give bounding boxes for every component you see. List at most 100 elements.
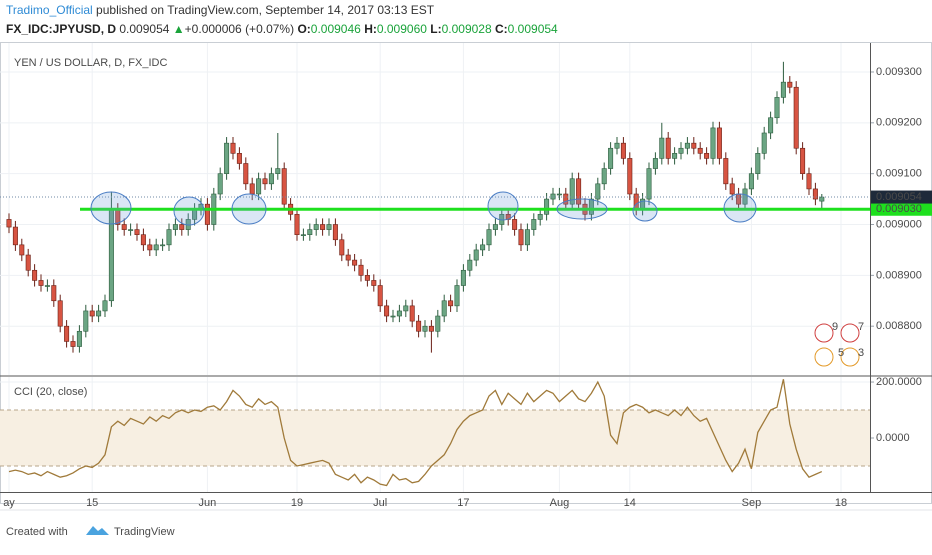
y-tick-label: 200.0000 bbox=[876, 376, 922, 388]
candle-body bbox=[256, 178, 262, 195]
highlight-ellipse bbox=[723, 193, 757, 223]
candle-body bbox=[179, 224, 185, 230]
highlight-ellipse bbox=[487, 191, 519, 221]
candle-body bbox=[12, 226, 18, 246]
h-value: 0.009060 bbox=[377, 22, 427, 36]
candle-body bbox=[480, 244, 486, 251]
arrow: ▲ bbox=[173, 22, 185, 36]
quote-line: FX_IDC:JPYUSD, D 0.009054 ▲+0.000006 (+0… bbox=[6, 22, 558, 36]
published: published on TradingView.com, September … bbox=[96, 3, 435, 17]
candle-body bbox=[448, 300, 454, 307]
candle-body bbox=[345, 254, 351, 261]
candle-body bbox=[377, 285, 383, 307]
candle-body bbox=[556, 193, 562, 196]
c-value: 0.009054 bbox=[508, 22, 558, 36]
candle-body bbox=[64, 325, 70, 342]
x-tick-label: Jun bbox=[199, 497, 217, 509]
candle-body bbox=[89, 310, 95, 317]
candle-body bbox=[166, 229, 172, 246]
highlight-ellipse bbox=[173, 196, 205, 226]
candle-body bbox=[83, 310, 89, 332]
candle-body bbox=[793, 86, 799, 149]
x-tick-label: Aug bbox=[550, 497, 570, 509]
logo bbox=[86, 526, 109, 535]
h-label: H: bbox=[364, 22, 377, 36]
candle-body bbox=[25, 254, 31, 271]
badge-count: 7 bbox=[858, 321, 864, 333]
candle-body bbox=[275, 168, 281, 174]
x-tick-label: 17 bbox=[457, 497, 469, 509]
candle-body bbox=[307, 229, 313, 235]
candle-body bbox=[352, 259, 358, 266]
candle-body bbox=[70, 341, 76, 347]
badge[interactable] bbox=[840, 347, 860, 367]
candle-body bbox=[614, 142, 620, 149]
event-badges[interactable]: 9 7 5 3 bbox=[814, 321, 864, 367]
x-tick-label: ay bbox=[3, 497, 15, 509]
candle-body bbox=[608, 147, 614, 169]
l-value: 0.009028 bbox=[442, 22, 492, 36]
x-tick-label: 18 bbox=[835, 497, 847, 509]
candle-body bbox=[217, 173, 223, 195]
candle-body bbox=[230, 142, 236, 154]
y-tick-label: 0.009100 bbox=[876, 168, 922, 180]
candle-body bbox=[672, 153, 678, 159]
o-label: O: bbox=[297, 22, 310, 36]
candle-body bbox=[422, 325, 428, 332]
candle-body bbox=[627, 158, 633, 195]
y-tick-label: 0.008800 bbox=[876, 320, 922, 332]
candle-body bbox=[704, 153, 710, 159]
highlight-ellipse bbox=[90, 191, 132, 225]
candle-body bbox=[665, 137, 671, 159]
candle-body bbox=[684, 142, 690, 149]
candle-body bbox=[659, 137, 665, 159]
candle-body bbox=[364, 275, 370, 281]
author[interactable]: Tradimo_Official bbox=[6, 3, 93, 17]
y-tick-label: 0.0000 bbox=[876, 432, 910, 444]
footer-created: Created with bbox=[6, 526, 68, 538]
candle-body bbox=[313, 224, 319, 230]
candle-body bbox=[569, 178, 575, 205]
candle-body bbox=[204, 203, 210, 225]
candle-body bbox=[300, 234, 306, 236]
publish-line: Tradimo_Official published on TradingVie… bbox=[6, 3, 435, 17]
candle-body bbox=[435, 315, 441, 332]
candle-body bbox=[531, 219, 537, 230]
candle-body bbox=[320, 224, 326, 230]
candle-body bbox=[32, 269, 38, 281]
candle-body bbox=[550, 193, 556, 200]
candle-body bbox=[294, 214, 300, 235]
candle-body bbox=[384, 305, 390, 317]
candle-body bbox=[332, 224, 338, 241]
highlight-ellipse bbox=[556, 198, 608, 220]
cci-title: CCI (20, close) bbox=[14, 386, 87, 398]
candle-body bbox=[761, 132, 767, 154]
cci-line bbox=[8, 379, 823, 487]
footer-brand[interactable]: TradingView bbox=[114, 526, 175, 538]
candle-body bbox=[544, 198, 550, 215]
candle-body bbox=[768, 117, 774, 134]
highlight-ellipse bbox=[632, 200, 658, 222]
candle-body bbox=[787, 81, 793, 88]
change: +0.000006 (+0.07%) bbox=[185, 22, 294, 36]
candle-body bbox=[646, 168, 652, 200]
candle-body bbox=[236, 153, 242, 164]
y-tick-label: 0.009300 bbox=[876, 66, 922, 78]
badge-count: 9 bbox=[832, 321, 838, 333]
candle-body bbox=[428, 325, 434, 332]
candle-body bbox=[243, 163, 249, 185]
candle-body bbox=[691, 142, 697, 149]
badge[interactable] bbox=[840, 323, 860, 343]
candle-body bbox=[492, 224, 498, 230]
candle-body bbox=[467, 259, 473, 271]
candle-body bbox=[710, 127, 716, 159]
candle-body bbox=[473, 249, 479, 261]
candle-body bbox=[96, 310, 102, 317]
candle-body bbox=[358, 264, 364, 276]
badge[interactable] bbox=[814, 347, 834, 367]
chart-layer: ay 15 Jun 19 Jul 17 Aug 14 Sep 18 0.008800 0.008900… bbox=[0, 43, 932, 509]
badge[interactable] bbox=[814, 323, 834, 343]
l-label: L: bbox=[430, 22, 441, 36]
x-tick-label: Jul bbox=[373, 497, 387, 509]
